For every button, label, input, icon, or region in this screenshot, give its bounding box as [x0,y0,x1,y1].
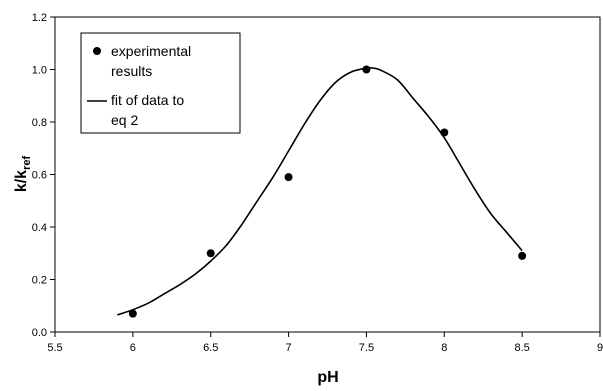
legend-marker-points [93,47,101,55]
legend-label-fit-1: fit of data to [111,92,184,108]
legend-box [80,32,241,134]
x-tick-label: 6 [130,342,136,354]
x-tick-label: 8 [441,342,447,354]
x-tick-label: 7.5 [359,342,374,354]
plot-area: 0.0 0.2 0.4 0.6 0.8 1.0 1.2 5.5 6 6.5 7 7.5 8 8.5 9 [32,12,603,354]
y-tick-label: 0.4 [32,222,47,234]
data-point [128,309,137,318]
data-point [362,65,371,74]
y-axis-title-subscript: ref [21,156,33,170]
x-tick-label: 7 [286,342,292,354]
x-tick-label: 5.5 [47,342,62,354]
y-tick-label: 0.2 [32,275,47,287]
x-tick-label: 9 [597,342,603,354]
y-axis-title-main: k/k [13,170,30,192]
legend-label-points-2: results [111,63,152,79]
y-tick-label: 0.0 [32,327,47,339]
data-point [518,251,527,260]
data-point [284,173,293,182]
fit-curve-line [117,66,523,316]
y-tick-label: 0.6 [32,170,47,182]
data-point [206,249,215,258]
x-axis: 5.5 6 6.5 7 7.5 8 8.5 9 [47,332,603,354]
legend-label-points-1: experimental [111,43,191,59]
x-tick-label: 8.5 [514,342,529,354]
legend-label-fit-2: eq 2 [111,112,138,128]
x-tick-label: 6.5 [203,342,218,354]
y-axis: 0.0 0.2 0.4 0.6 0.8 1.0 1.2 [32,12,55,339]
y-tick-label: 0.8 [32,117,47,129]
data-points [128,65,527,318]
y-tick-label: 1.2 [32,12,47,24]
y-tick-label: 1.0 [32,65,47,77]
x-axis-title: pH [317,369,338,386]
data-point [440,128,449,137]
y-axis-title: k/kref [13,156,33,193]
legend: experimental results fit of data to eq 2 [80,32,241,134]
